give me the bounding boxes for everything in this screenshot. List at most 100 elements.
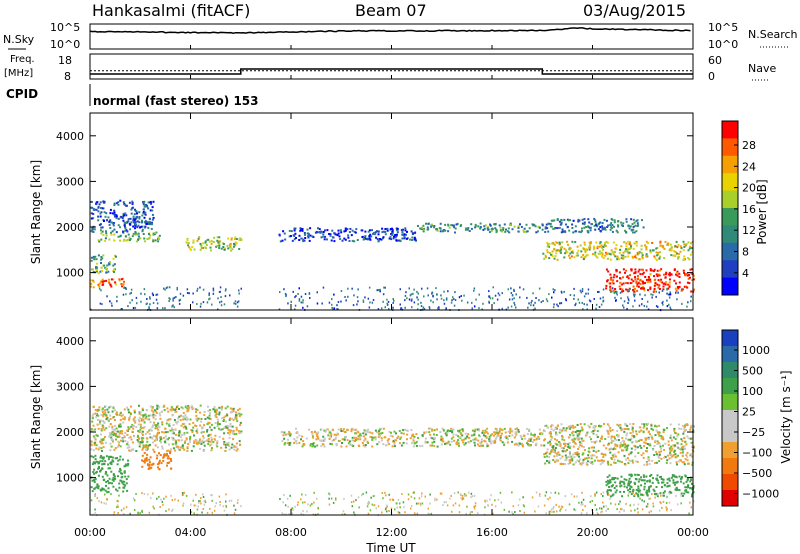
- velocity-cell: [594, 493, 596, 495]
- velocity-cell: [129, 512, 131, 515]
- velocity-cell: [197, 505, 199, 508]
- velocity-cell: [139, 512, 141, 515]
- power-cell: [682, 240, 685, 243]
- velocity-cell: [302, 501, 304, 504]
- velocity-cell: [102, 415, 105, 418]
- power-cell: [124, 235, 127, 238]
- velocity-cell: [636, 507, 639, 510]
- velocity-cell: [591, 454, 594, 457]
- velocity-cell: [122, 490, 125, 493]
- colorbar-segment: [722, 277, 738, 296]
- power-cell: [445, 297, 448, 300]
- velocity-cell: [196, 409, 199, 411]
- velocity-cell: [678, 427, 681, 430]
- velocity-cell: [402, 429, 405, 432]
- velocity-cell: [655, 429, 658, 432]
- velocity-cell: [109, 434, 112, 437]
- power-cell: [436, 293, 438, 296]
- power-cell: [287, 302, 289, 305]
- power-cell: [112, 264, 115, 267]
- power-cell: [601, 255, 604, 258]
- velocity-cell: [215, 411, 218, 414]
- power-cell: [517, 225, 520, 228]
- velocity-cell: [385, 444, 388, 447]
- velocity-cell: [490, 494, 492, 497]
- velocity-cell: [183, 416, 186, 419]
- velocity-cell: [178, 431, 181, 434]
- power-cell: [637, 281, 640, 284]
- power-cell: [664, 276, 667, 279]
- velocity-cell: [354, 428, 357, 431]
- velocity-cell: [106, 408, 109, 411]
- power-cell: [691, 268, 693, 271]
- power-cell: [101, 226, 104, 229]
- power-cell: [624, 271, 626, 274]
- velocity-cell: [613, 458, 616, 461]
- power-cell: [113, 202, 116, 205]
- velocity-cell: [224, 443, 227, 446]
- velocity-cell: [631, 425, 634, 428]
- velocity-cell: [617, 435, 620, 438]
- power-cell: [145, 221, 148, 223]
- power-cell: [657, 279, 660, 282]
- power-cell: [640, 252, 643, 255]
- velocity-cell: [232, 432, 234, 434]
- velocity-cell: [642, 474, 645, 477]
- velocity-cell: [280, 431, 283, 434]
- velocity-cell: [323, 445, 326, 448]
- nsky-tick-high: 10^5: [50, 21, 80, 34]
- power-cell: [101, 270, 103, 272]
- velocity-cell: [508, 435, 511, 438]
- velocity-cell: [623, 428, 626, 431]
- velocity-cell: [157, 466, 159, 469]
- velocity-cell: [143, 426, 146, 428]
- velocity-cell: [378, 433, 381, 436]
- velocity-cell: [139, 411, 142, 414]
- power-cell: [597, 228, 600, 231]
- power-cell: [146, 238, 149, 240]
- velocity-cell: [495, 430, 498, 432]
- power-cell: [227, 237, 230, 240]
- power-cell: [196, 287, 199, 290]
- velocity-cell: [196, 419, 199, 422]
- power-cell: [622, 257, 625, 260]
- velocity-cell: [585, 463, 588, 466]
- power-cell: [639, 282, 642, 285]
- power-cell: [132, 219, 135, 222]
- velocity-cell: [681, 454, 684, 457]
- velocity-cell: [123, 484, 126, 487]
- power-cell: [428, 306, 431, 309]
- velocity-cell: [465, 512, 467, 515]
- power-cell: [681, 288, 684, 291]
- velocity-cell: [172, 424, 175, 426]
- velocity-cell: [292, 509, 294, 511]
- velocity-cell: [469, 440, 472, 443]
- power-cell: [643, 287, 645, 290]
- power-cell: [453, 224, 455, 227]
- power-cell: [211, 303, 213, 306]
- power-cell: [559, 302, 561, 305]
- power-cell: [623, 241, 626, 244]
- power-cell: [392, 302, 394, 304]
- velocity-cell: [343, 497, 345, 500]
- velocity-cell: [690, 424, 693, 427]
- velocity-cell: [100, 440, 103, 443]
- power-cell: [123, 203, 126, 206]
- velocity-cell: [404, 511, 406, 514]
- velocity-cell: [141, 465, 144, 468]
- velocity-cell: [230, 446, 233, 449]
- velocity-cell: [220, 446, 223, 449]
- velocity-cell: [100, 501, 103, 504]
- velocity-cell: [240, 413, 243, 416]
- velocity-cell: [118, 486, 121, 489]
- power-cell: [577, 218, 580, 221]
- velocity-cell: [621, 461, 623, 464]
- velocity-cell: [632, 488, 635, 491]
- power-cell: [411, 298, 413, 301]
- power-cell: [510, 305, 513, 308]
- power-cell: [116, 300, 118, 303]
- velocity-cell: [300, 438, 302, 441]
- power-cell: [486, 227, 489, 230]
- velocity-cell: [153, 450, 156, 453]
- power-cell: [100, 232, 103, 235]
